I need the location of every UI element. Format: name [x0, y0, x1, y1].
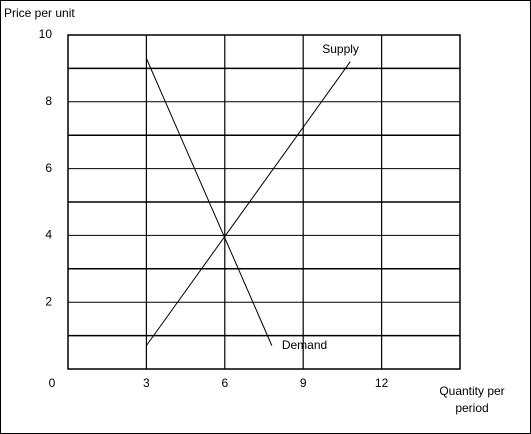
y-axis-label: Price per unit — [4, 6, 75, 20]
x-tick-label: 3 — [143, 376, 150, 390]
y-tick-label: 2 — [45, 294, 52, 308]
x-tick-label: 6 — [221, 376, 228, 390]
x-axis-label: period — [455, 401, 488, 415]
series-label: Demand — [282, 338, 327, 352]
y-tick-label: 8 — [45, 94, 52, 108]
series-line — [145, 61, 351, 346]
x-tick-label: 0 — [49, 376, 56, 390]
y-tick-label: 6 — [45, 161, 52, 175]
x-axis-label: Quantity per — [439, 384, 504, 398]
series-label: Supply — [322, 42, 359, 56]
y-tick-label: 10 — [39, 27, 53, 41]
y-tick-label: 4 — [45, 228, 52, 242]
x-tick-label: 12 — [375, 376, 389, 390]
x-tick-label: 9 — [300, 376, 307, 390]
series-line — [145, 58, 273, 346]
